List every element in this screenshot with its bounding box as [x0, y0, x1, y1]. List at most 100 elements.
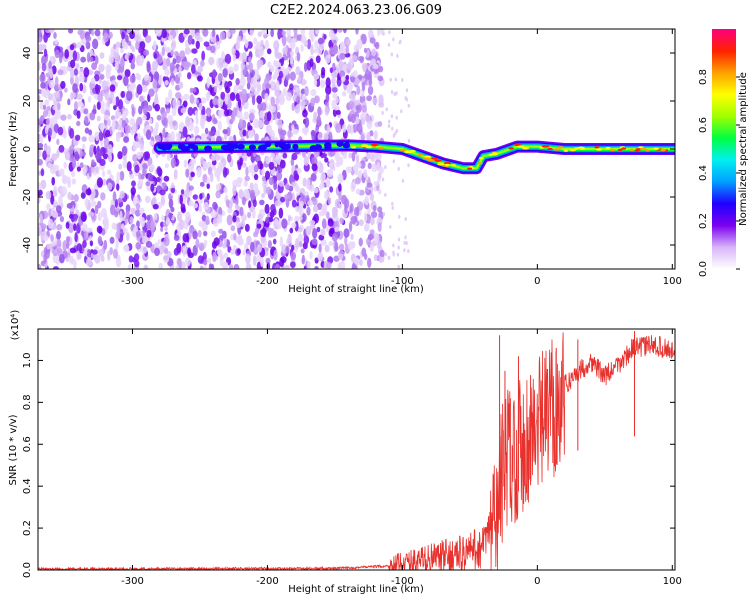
noise-speckle	[100, 255, 105, 262]
noise-speckle	[98, 63, 105, 73]
noise-speckle	[187, 106, 194, 116]
noise-speckle	[174, 50, 179, 58]
noise-speckle	[242, 129, 247, 137]
signal-hotspot	[404, 150, 411, 154]
noise-speckle	[252, 255, 257, 266]
noise-speckle	[403, 248, 406, 253]
noise-speckle	[325, 85, 332, 95]
noise-speckle	[367, 85, 374, 96]
noise-speckle	[154, 247, 160, 257]
figure-title: C2E2.2024.063.23.06.G09	[270, 3, 442, 18]
noise-speckle	[195, 238, 200, 249]
noise-speckle	[140, 216, 146, 228]
noise-speckle	[360, 133, 365, 142]
noise-speckle	[111, 222, 117, 230]
noise-speckle	[88, 135, 95, 143]
noise-speckle	[40, 179, 47, 190]
noise-speckle	[192, 202, 199, 209]
noise-speckle	[356, 123, 363, 133]
noise-speckle	[179, 219, 185, 231]
noise-speckle	[39, 213, 43, 224]
noise-speckle	[279, 196, 286, 203]
noise-speckle	[296, 34, 303, 42]
noise-speckle	[56, 138, 60, 146]
noise-speckle	[39, 133, 44, 145]
noise-speckle	[303, 155, 309, 166]
noise-speckle	[378, 188, 382, 195]
noise-speckle	[318, 234, 325, 241]
noise-speckle	[112, 191, 117, 202]
noise-speckle	[346, 62, 352, 71]
noise-speckle	[355, 154, 360, 165]
noise-speckle	[329, 46, 334, 56]
noise-speckle	[96, 101, 102, 110]
noise-speckle	[62, 240, 68, 251]
noise-speckle	[282, 68, 289, 76]
noise-speckle	[206, 193, 210, 201]
noise-speckle	[185, 116, 190, 128]
signal-blob	[192, 144, 199, 151]
noise-speckle	[107, 99, 111, 108]
noise-speckle	[91, 167, 95, 173]
noise-speckle	[396, 252, 400, 257]
noise-speckle	[229, 29, 236, 35]
colorbar: 0.0 0.2 0.4 0.6 0.8 Normalized spectral ampl…	[698, 29, 749, 277]
noise-speckle	[373, 254, 378, 261]
noise-speckle	[222, 261, 229, 269]
noise-speckle	[99, 158, 106, 167]
noise-speckle	[238, 98, 242, 109]
noise-speckle	[164, 68, 171, 76]
noise-speckle	[63, 161, 68, 169]
noise-speckle	[44, 125, 49, 135]
signal-hotspot	[491, 152, 498, 155]
noise-speckle	[218, 57, 224, 67]
noise-speckle	[142, 29, 148, 38]
noise-speckle	[387, 123, 391, 128]
noise-speckle	[124, 124, 131, 134]
noise-speckle	[205, 92, 210, 102]
noise-speckle	[154, 92, 159, 103]
noise-speckle	[76, 93, 83, 101]
noise-speckle	[198, 204, 203, 213]
signal-blob	[324, 144, 332, 151]
noise-speckle	[80, 211, 87, 223]
noise-speckle	[67, 98, 71, 106]
noise-speckle	[298, 241, 303, 248]
noise-speckle	[56, 239, 62, 248]
noise-speckle	[355, 206, 360, 217]
noise-speckle	[107, 118, 111, 127]
noise-speckle	[91, 159, 95, 166]
noise-speckle	[202, 29, 209, 37]
noise-speckle	[183, 159, 188, 168]
noise-speckle	[309, 58, 314, 68]
noise-speckle	[401, 178, 405, 183]
noise-speckle	[208, 56, 215, 66]
noise-speckle	[244, 39, 249, 49]
noise-speckle	[345, 38, 351, 46]
noise-speckle	[64, 49, 70, 59]
noise-speckle	[149, 117, 153, 124]
noise-speckle	[122, 227, 128, 235]
noise-speckle	[109, 204, 116, 216]
noise-speckle	[243, 111, 250, 120]
noise-speckle	[155, 135, 162, 143]
noise-speckle	[201, 221, 208, 232]
noise-speckle	[296, 89, 301, 97]
noise-speckle	[58, 144, 65, 153]
noise-speckle	[53, 31, 57, 39]
noise-speckle	[235, 221, 242, 229]
noise-speckle	[140, 245, 148, 254]
y-tick-label: 1.0	[22, 352, 33, 368]
noise-speckle	[60, 186, 68, 197]
noise-speckle	[42, 104, 47, 111]
noise-speckle	[348, 152, 353, 159]
noise-speckle	[348, 100, 355, 110]
noise-speckle	[80, 56, 87, 63]
noise-speckle	[197, 229, 202, 238]
noise-speckle	[342, 124, 347, 133]
noise-speckle	[170, 187, 176, 194]
signal-hotspot	[621, 147, 627, 150]
colorbar-tick-label: 0.8	[698, 69, 709, 85]
x-tick-label: -100	[391, 276, 414, 287]
snr-background	[38, 329, 675, 570]
